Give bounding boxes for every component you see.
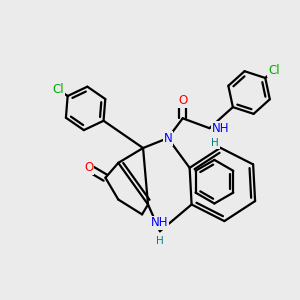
Text: N: N [164, 132, 172, 145]
Text: NH: NH [212, 122, 229, 135]
Text: H: H [156, 236, 164, 246]
Text: O: O [84, 161, 93, 174]
Text: NH: NH [151, 216, 169, 229]
Text: O: O [178, 94, 187, 107]
Text: H: H [212, 138, 219, 148]
Text: Cl: Cl [52, 83, 64, 96]
Text: Cl: Cl [268, 64, 280, 76]
